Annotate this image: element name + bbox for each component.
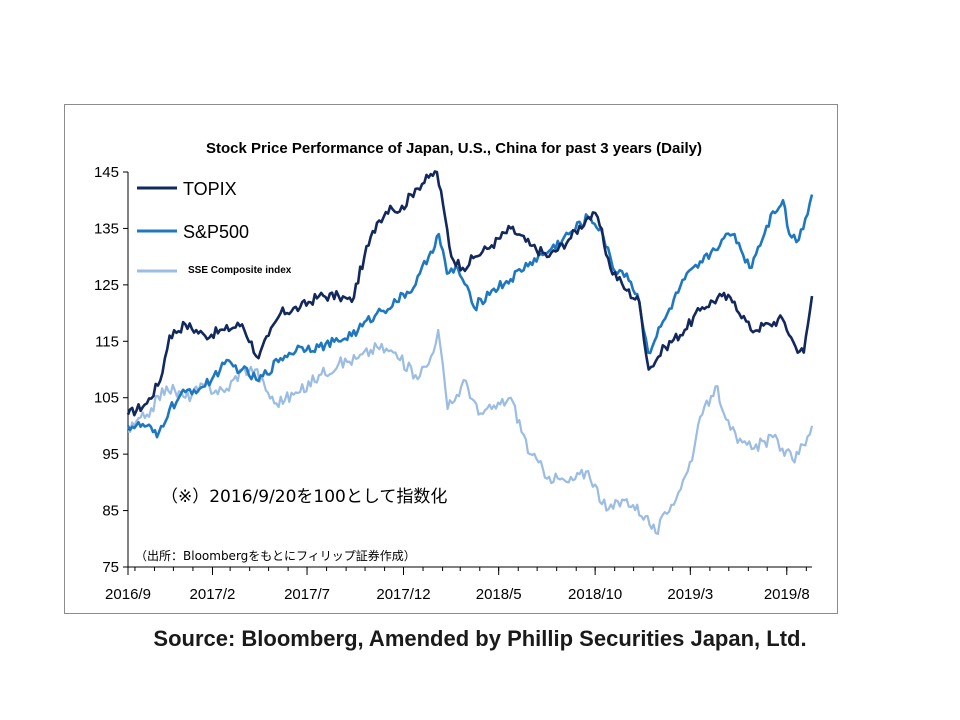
x-tick-label: 2017/7 bbox=[284, 586, 330, 603]
x-tick-label: 2019/3 bbox=[667, 586, 713, 603]
chart-title: Stock Price Performance of Japan, U.S., … bbox=[206, 140, 702, 157]
y-axis: 75 85 95 105 115 125 135 145 bbox=[94, 164, 129, 576]
x-tick-label: 2018/5 bbox=[476, 586, 522, 603]
source-note: （出所：Bloombergをもとにフィリップ証券作成） bbox=[135, 548, 416, 563]
y-tick-label: 135 bbox=[94, 220, 119, 237]
series-line-s-p500 bbox=[126, 194, 814, 439]
y-tick-label: 75 bbox=[102, 559, 119, 576]
series-layer bbox=[126, 170, 814, 535]
legend-label-topix: TOPIX bbox=[183, 179, 237, 199]
series-line-topix bbox=[126, 170, 814, 417]
y-tick-label: 85 bbox=[102, 503, 119, 520]
x-tick-label: 2018/10 bbox=[568, 586, 622, 603]
y-tick-label: 105 bbox=[94, 390, 119, 407]
index-note: （※）2016/9/20を100として指数化 bbox=[161, 487, 447, 507]
x-axis: 2016/9 2017/2 2017/7 2017/12 2018/5 2018/10 20… bbox=[105, 566, 812, 603]
line-chart: Stock Price Performance of Japan, U.S., … bbox=[94, 140, 814, 603]
y-tick-label: 115 bbox=[95, 333, 119, 350]
y-tick-label: 125 bbox=[94, 277, 119, 294]
x-tick-label: 2019/8 bbox=[764, 586, 810, 603]
y-tick-label: 95 bbox=[102, 446, 119, 463]
chart-frame: Stock Price Performance of Japan, U.S., … bbox=[64, 104, 838, 614]
x-tick-label: 2016/9 bbox=[105, 586, 151, 603]
y-tick-label: 145 bbox=[94, 164, 119, 181]
x-tick-label: 2017/12 bbox=[376, 586, 430, 603]
source-caption: Source: Bloomberg, Amended by Phillip Se… bbox=[153, 626, 807, 651]
legend-label-sp500: S&P500 bbox=[183, 222, 249, 242]
legend: TOPIX S&P500 SSE Composite index bbox=[137, 179, 292, 276]
legend-label-sse: SSE Composite index bbox=[188, 265, 292, 276]
x-tick-label: 2017/2 bbox=[190, 586, 236, 603]
